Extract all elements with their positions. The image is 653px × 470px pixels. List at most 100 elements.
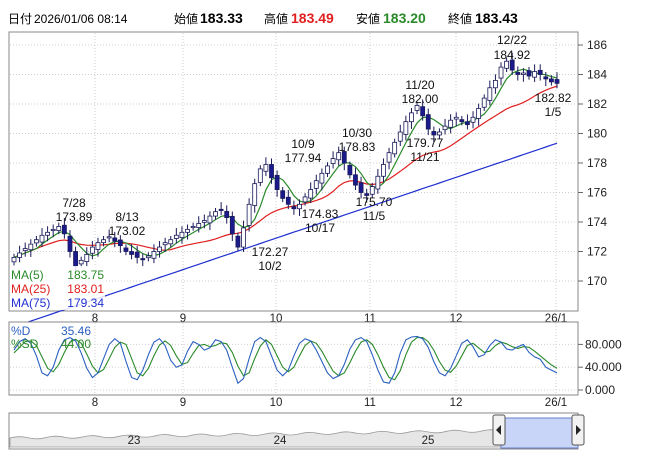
ma25-line	[13, 85, 558, 258]
candle-body	[448, 119, 454, 128]
y-tick-label: 186	[587, 38, 607, 52]
annotation-line: 11/5	[363, 209, 386, 223]
candle-body	[302, 196, 308, 203]
candle-body	[134, 251, 140, 258]
candle-body	[313, 180, 319, 189]
annotation-line: 10/9	[291, 137, 315, 151]
candle-body	[162, 242, 168, 246]
stochastic-lines	[13, 335, 558, 385]
navigator-right-handle[interactable]	[571, 414, 585, 446]
annotation-line: 10/2	[258, 259, 282, 273]
candle-body	[437, 131, 442, 136]
candle-body	[50, 228, 56, 231]
y-tick-label: 176	[587, 186, 607, 200]
ma-legend: MA(5) 183.75 MA(25) 183.01 MA(75) 179.34	[10, 266, 105, 310]
candle-body	[28, 243, 34, 251]
candle-body	[33, 239, 39, 244]
candle-body	[61, 224, 67, 235]
candle-body	[403, 121, 409, 135]
candle-body	[397, 131, 403, 142]
candle-body	[17, 252, 22, 258]
legend-d-name: %D	[11, 324, 31, 338]
y-tick-label: 170	[587, 274, 607, 288]
candle-body	[453, 116, 459, 120]
legend-ma25-name: MA(25)	[11, 282, 50, 296]
legend-ma75-name: MA(75)	[11, 296, 50, 310]
header-close-value: 183.43	[475, 10, 518, 26]
legend-d-value: 35.46	[61, 324, 91, 338]
x-axis-label: 11	[364, 313, 376, 325]
price-grid	[10, 33, 577, 310]
legend-sd-name: %SD	[11, 337, 39, 351]
candle-body	[207, 215, 213, 224]
candle-body	[269, 164, 274, 179]
candle-body	[364, 193, 370, 196]
navigator-label: 24	[274, 435, 287, 447]
candle-body	[549, 78, 554, 83]
candle-body	[73, 251, 78, 267]
candle-body	[117, 239, 123, 246]
candle-body	[45, 231, 50, 236]
y-tick-label: 180	[587, 127, 607, 141]
candle-body	[201, 220, 207, 223]
header-open-value: 183.33	[200, 10, 243, 26]
navigator-area	[9, 426, 577, 448]
candle-body	[145, 255, 151, 259]
candle-body	[392, 141, 398, 155]
candle-body	[543, 76, 549, 80]
candle-body	[213, 211, 218, 217]
annotation-line: 7/28	[62, 196, 86, 210]
annotation-line: 173.02	[109, 224, 146, 238]
candle-body	[179, 231, 185, 239]
candle-body	[330, 158, 336, 164]
annotation-line: 1/5	[545, 105, 562, 119]
candle-body	[151, 251, 157, 259]
candle-body	[325, 165, 330, 174]
annotation-line: 8/13	[115, 210, 139, 224]
candle-body	[336, 152, 342, 161]
annotation-line: 184.92	[494, 48, 531, 62]
candle-body	[291, 206, 297, 210]
candle-body	[157, 246, 162, 252]
candle-body	[101, 239, 106, 244]
candle-body	[487, 87, 493, 101]
y-tick-label: 174	[587, 215, 607, 229]
candle-body	[280, 190, 286, 199]
y-tick-label: 182	[587, 97, 607, 111]
annotation-line: 10/30	[342, 126, 372, 140]
candle-body	[493, 80, 498, 89]
candle-body	[67, 235, 73, 252]
navigator-selection[interactable]	[500, 417, 579, 449]
annotation-line: 182.00	[402, 92, 439, 106]
candle-body	[369, 186, 375, 195]
candle-body	[224, 210, 230, 218]
candle-body	[515, 72, 521, 75]
y-tick-label: 172	[587, 245, 607, 259]
candle-body	[241, 227, 246, 248]
legend-sd-value: 44.00	[61, 337, 91, 351]
navigator-labels: 23 24 25	[128, 435, 435, 447]
candle-body	[218, 208, 224, 211]
legend-ma75-value: 179.34	[67, 296, 104, 310]
candle-body	[347, 164, 353, 176]
stoch-tick-label: 80.000	[585, 337, 622, 351]
annotation-line: 11/21	[410, 150, 439, 164]
navigator-left-handle[interactable]	[492, 414, 506, 446]
x-axis-label: 26/1	[545, 397, 567, 409]
candle-body	[274, 174, 280, 190]
candlesticks	[11, 52, 560, 274]
annotation-line: 10/17	[305, 221, 335, 235]
candle-body	[414, 105, 420, 111]
x-axis-label: 9	[180, 313, 186, 325]
candle-body	[465, 121, 470, 126]
candle-body	[257, 168, 263, 183]
stoch-sd-line	[13, 337, 558, 381]
candle-body	[123, 247, 129, 252]
candle-body	[252, 183, 258, 206]
candle-body	[470, 116, 476, 123]
header-low-label: 安値	[356, 11, 380, 26]
annotation-line: 174.83	[302, 207, 339, 221]
header-high-label: 高値	[264, 11, 288, 26]
